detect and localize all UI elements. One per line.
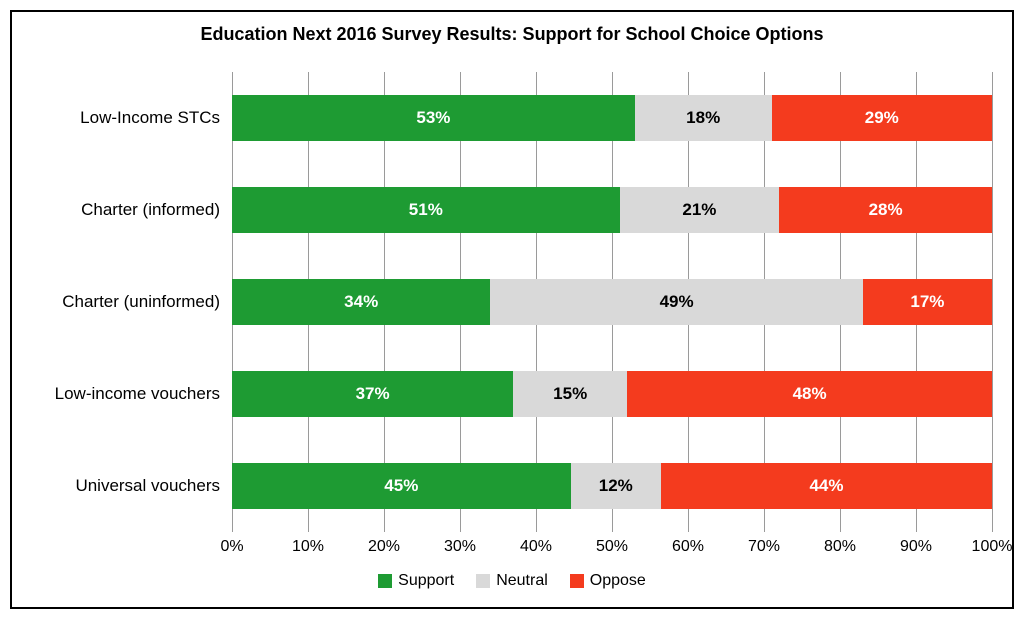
category-label: Charter (informed) [81,200,232,220]
bar-segment-neutral: 49% [490,279,862,325]
legend-label: Oppose [590,572,646,590]
chart-title: Education Next 2016 Survey Results: Supp… [12,12,1012,45]
legend-label: Neutral [496,572,548,590]
bar-segment-support: 51% [232,187,620,233]
legend-item-oppose: Oppose [570,572,646,590]
category-label: Low-income vouchers [55,384,232,404]
bar-segment-neutral: 12% [571,463,661,509]
x-tick-label: 0% [220,532,243,556]
bar-segment-neutral: 21% [620,187,780,233]
x-tick-label: 60% [672,532,704,556]
legend-item-support: Support [378,572,454,590]
category-label: Low-Income STCs [80,108,232,128]
x-tick-label: 100% [972,532,1013,556]
x-tick-label: 20% [368,532,400,556]
chart-frame: Education Next 2016 Survey Results: Supp… [10,10,1014,609]
bar-segment-oppose: 44% [661,463,992,509]
category-label: Universal vouchers [75,476,232,496]
bar-segment-oppose: 48% [627,371,992,417]
bar-row: 45%12%44% [232,463,992,509]
bar-segment-support: 53% [232,95,635,141]
gridline [992,72,993,532]
x-tick-label: 90% [900,532,932,556]
bar-segment-neutral: 18% [635,95,772,141]
x-tick-label: 70% [748,532,780,556]
bar-segment-oppose: 17% [863,279,992,325]
bar-segment-oppose: 28% [779,187,992,233]
bar-segment-oppose: 29% [772,95,992,141]
legend-item-neutral: Neutral [476,572,548,590]
plot-area: 0%10%20%30%40%50%60%70%80%90%100%53%18%2… [232,72,992,532]
x-tick-label: 40% [520,532,552,556]
legend-swatch-support [378,574,392,588]
legend: Support Neutral Oppose [12,572,1012,590]
bar-segment-support: 34% [232,279,490,325]
x-tick-label: 50% [596,532,628,556]
x-tick-label: 30% [444,532,476,556]
legend-swatch-oppose [570,574,584,588]
bar-row: 51%21%28% [232,187,992,233]
bar-segment-support: 45% [232,463,571,509]
bar-segment-neutral: 15% [513,371,627,417]
legend-label: Support [398,572,454,590]
bar-row: 34%49%17% [232,279,992,325]
legend-swatch-neutral [476,574,490,588]
bar-row: 53%18%29% [232,95,992,141]
x-tick-label: 80% [824,532,856,556]
x-tick-label: 10% [292,532,324,556]
bar-row: 37%15%48% [232,371,992,417]
category-label: Charter (uninformed) [62,292,232,312]
bar-segment-support: 37% [232,371,513,417]
